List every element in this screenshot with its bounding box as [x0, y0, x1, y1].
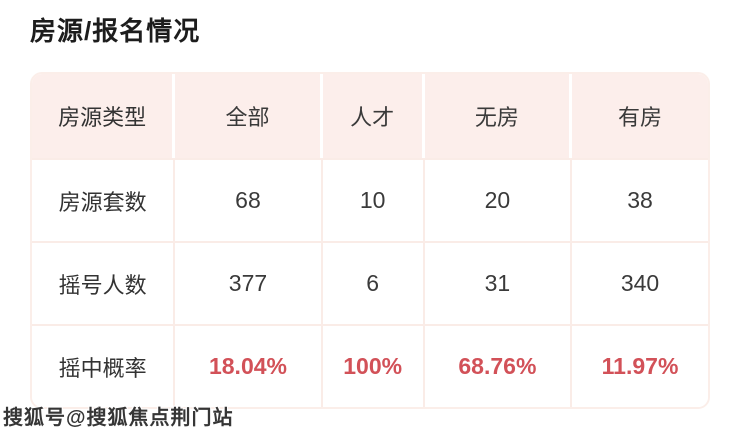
table-header: 房源类型 全部 人才 无房 有房	[32, 74, 708, 158]
value-cell-percent: 100%	[322, 324, 425, 407]
table-row-probability: 摇中概率 18.04% 100% 68.76% 11.97%	[32, 324, 708, 407]
watermark: 搜狐号@搜狐焦点荆门站	[3, 407, 234, 429]
value-cell-percent: 68.76%	[424, 324, 573, 407]
table-body: 房源套数 68 10 20 38 摇号人数 377 6 31 340 摇中概率 …	[32, 158, 708, 407]
value-cell: 68	[175, 158, 323, 241]
value-cell: 31	[424, 241, 573, 324]
table-row-units: 房源套数 68 10 20 38	[32, 158, 708, 241]
value-cell: 20	[424, 158, 573, 241]
value-cell: 10	[322, 158, 425, 241]
value-cell-percent: 11.97%	[572, 324, 708, 407]
row-label-probability: 摇中概率	[32, 324, 176, 407]
header-cell-type: 房源类型	[32, 74, 176, 158]
header-cell-all: 全部	[175, 74, 323, 158]
value-cell: 6	[322, 241, 425, 324]
table-row-applicants: 摇号人数 377 6 31 340	[32, 241, 708, 324]
header-cell-has-house: 有房	[572, 74, 708, 158]
value-cell-percent: 18.04%	[175, 324, 323, 407]
value-cell: 377	[175, 241, 323, 324]
header-cell-no-house: 无房	[424, 74, 573, 158]
row-label-units: 房源套数	[32, 158, 176, 241]
value-cell: 340	[572, 241, 708, 324]
row-label-applicants: 摇号人数	[32, 241, 176, 324]
housing-registration-table: 房源类型 全部 人才 无房 有房 房源套数 68 10 20 38 摇号人数 3…	[30, 72, 710, 409]
header-row: 房源类型 全部 人才 无房 有房	[32, 74, 708, 158]
value-cell: 38	[572, 158, 708, 241]
page-title: 房源/报名情况	[30, 16, 201, 46]
header-cell-talent: 人才	[322, 74, 425, 158]
